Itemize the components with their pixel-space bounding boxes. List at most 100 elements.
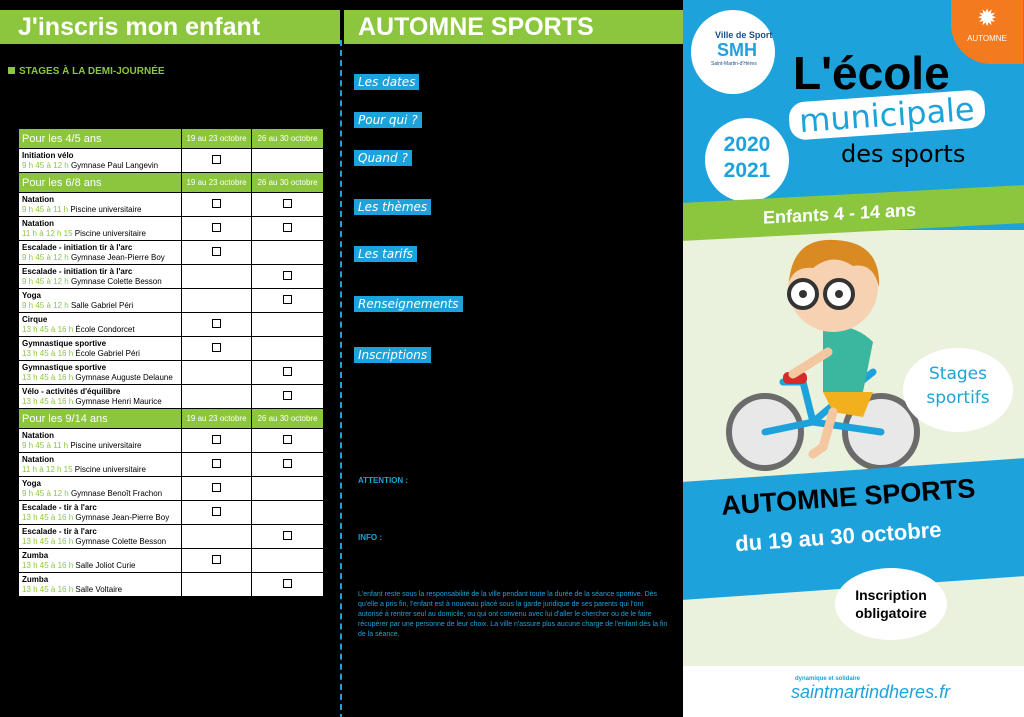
label-quand: Quand ? — [354, 150, 412, 166]
activity-name: Cirque — [22, 314, 48, 324]
week2-cell — [251, 264, 324, 289]
week2-checkbox[interactable] — [283, 366, 292, 376]
activity-time: 13 h 45 à 16 h — [22, 560, 74, 570]
label-dates: Les dates — [354, 74, 420, 90]
activity-place: Piscine universitaire — [74, 228, 146, 238]
week2-cell — [251, 336, 324, 361]
season-label: AUTOMNE — [967, 34, 1007, 43]
footer-strip — [683, 666, 1024, 717]
activity-name: Yoga — [22, 478, 41, 488]
activity-name: Natation — [22, 194, 54, 204]
responsibility-disclaimer: L'enfant reste sous la responsabilité de… — [358, 591, 668, 638]
week1-cell — [181, 476, 252, 501]
week1-header: 19 au 23 octobre — [181, 172, 252, 193]
activity-row: Escalade - initiation tir à l'arc 9 h 45 … — [18, 264, 324, 289]
age-group-label: Pour les 4/5 ans — [18, 128, 182, 149]
activity-cell: Yoga 9 h 45 à 12 h Salle Gabriel Péri — [18, 288, 182, 313]
week1-checkbox[interactable] — [212, 222, 221, 232]
activity-place: Gymnase Auguste Delaune — [75, 372, 173, 382]
week2-checkbox[interactable] — [283, 270, 292, 280]
activity-name: Vélo - activités d'équilibre — [22, 386, 121, 396]
week1-cell — [181, 264, 252, 289]
activity-row: Initiation vélo 9 h 45 à 12 h Gymnase Pau… — [18, 148, 324, 173]
week2-checkbox[interactable] — [283, 294, 292, 304]
city-website-link[interactable]: saintmartindheres.fr — [791, 682, 951, 702]
week2-checkbox[interactable] — [283, 198, 292, 208]
activity-time: 9 h 45 à 12 h — [22, 160, 69, 170]
activity-place: Gymnase Colette Besson — [70, 276, 162, 286]
city-tagline: dynamique et solidaire — [795, 676, 861, 682]
activity-name: Yoga — [22, 290, 41, 300]
activity-place: Piscine universitaire — [70, 440, 142, 450]
activity-time: 11 h à 12 h 15 — [22, 228, 73, 238]
week1-checkbox[interactable] — [212, 458, 221, 468]
activity-place: Salle Voltaire — [75, 584, 123, 594]
week1-checkbox[interactable] — [212, 554, 221, 564]
week1-checkbox[interactable] — [212, 154, 221, 164]
week1-checkbox[interactable] — [212, 198, 221, 208]
info-title: AUTOMNE SPORTS — [344, 10, 683, 44]
logo-sub-text: Saint-Martin-d'Hères — [711, 61, 757, 67]
activity-name: Escalade - tir à l'arc — [22, 502, 97, 512]
week1-cell — [181, 500, 252, 525]
week1-checkbox[interactable] — [212, 506, 221, 516]
activity-row: Escalade - initiation tir à l'arc 9 h 45 … — [18, 240, 324, 265]
activity-cell: Escalade - initiation tir à l'arc 9 h 45 … — [18, 240, 182, 265]
week1-checkbox[interactable] — [212, 318, 221, 328]
week1-cell — [181, 336, 252, 361]
week1-header: 19 au 23 octobre — [181, 128, 252, 149]
activity-cell: Natation 9 h 45 à 11 h Piscine universita… — [18, 428, 182, 453]
week1-cell — [181, 312, 252, 337]
activity-name: Zumba — [22, 574, 49, 584]
week2-checkbox[interactable] — [283, 530, 292, 540]
week1-checkbox[interactable] — [212, 482, 221, 492]
week2-cell — [251, 476, 324, 501]
week2-checkbox[interactable] — [283, 222, 292, 232]
label-themes: Les thèmes — [354, 199, 432, 215]
cover-panel: Ville de Sport SMH Saint-Martin-d'Hères … — [683, 0, 1024, 717]
activity-name: Zumba — [22, 550, 49, 560]
week1-cell — [181, 192, 252, 217]
week1-cell — [181, 288, 252, 313]
activity-name: Escalade - initiation tir à l'arc — [22, 242, 133, 252]
stages-line1: Stages — [929, 364, 987, 384]
activity-row: Yoga 9 h 45 à 12 h Gymnase Benoît Frachon — [18, 476, 324, 501]
week2-cell — [251, 548, 324, 573]
age-group-label: Pour les 6/8 ans — [18, 172, 182, 193]
activity-row: Natation 11 h à 12 h 15 Piscine universit… — [18, 452, 324, 477]
week1-checkbox[interactable] — [212, 246, 221, 256]
activity-place: École Condorcet — [75, 324, 135, 334]
activity-cell: Escalade - tir à l'arc 13 h 45 à 16 h Gym… — [18, 500, 182, 525]
logo-top-text: Ville de Sport — [715, 30, 773, 40]
activity-time: 9 h 45 à 11 h — [22, 204, 69, 214]
age-group-label: Pour les 9/14 ans — [18, 408, 182, 429]
registration-table: Pour les 4/5 ans 19 au 23 octobre 26 au 30… — [18, 128, 324, 597]
activity-row: Gymnastique sportive 13 h 45 à 16 h Gymna… — [18, 360, 324, 385]
age-group-header: Pour les 6/8 ans 19 au 23 octobre 26 au 30… — [18, 172, 324, 193]
activity-cell: Vélo - activités d'équilibre 13 h 45 à 16… — [18, 384, 182, 409]
activity-cell: Initiation vélo 9 h 45 à 12 h Gymnase Pau… — [18, 148, 182, 173]
week1-cell — [181, 240, 252, 265]
activity-row: Natation 11 h à 12 h 15 Piscine universit… — [18, 216, 324, 241]
activity-time: 13 h 45 à 16 h — [22, 396, 74, 406]
activity-row: Vélo - activités d'équilibre 13 h 45 à 16… — [18, 384, 324, 409]
week2-checkbox[interactable] — [283, 434, 292, 444]
week1-checkbox[interactable] — [212, 434, 221, 444]
week2-checkbox[interactable] — [283, 458, 292, 468]
week1-checkbox[interactable] — [212, 342, 221, 352]
activity-time: 13 h 45 à 16 h — [22, 536, 74, 546]
week1-cell — [181, 524, 252, 549]
maple-leaf-icon: ✹ — [976, 5, 998, 32]
week2-cell — [251, 312, 324, 337]
week2-cell — [251, 428, 324, 453]
week2-checkbox[interactable] — [283, 390, 292, 400]
week2-checkbox[interactable] — [283, 578, 292, 588]
season-badge: ✹ AUTOMNE — [951, 0, 1023, 64]
activity-cell: Yoga 9 h 45 à 12 h Gymnase Benoît Frachon — [18, 476, 182, 501]
activity-time: 13 h 45 à 16 h — [22, 372, 74, 382]
week2-header: 26 au 30 octobre — [251, 408, 324, 429]
activity-row: Zumba 13 h 45 à 16 h Salle Joliot Curie — [18, 548, 324, 573]
activity-cell: Natation 11 h à 12 h 15 Piscine universit… — [18, 452, 182, 477]
activity-time: 9 h 45 à 12 h — [22, 252, 69, 262]
week2-header: 26 au 30 octobre — [251, 172, 324, 193]
